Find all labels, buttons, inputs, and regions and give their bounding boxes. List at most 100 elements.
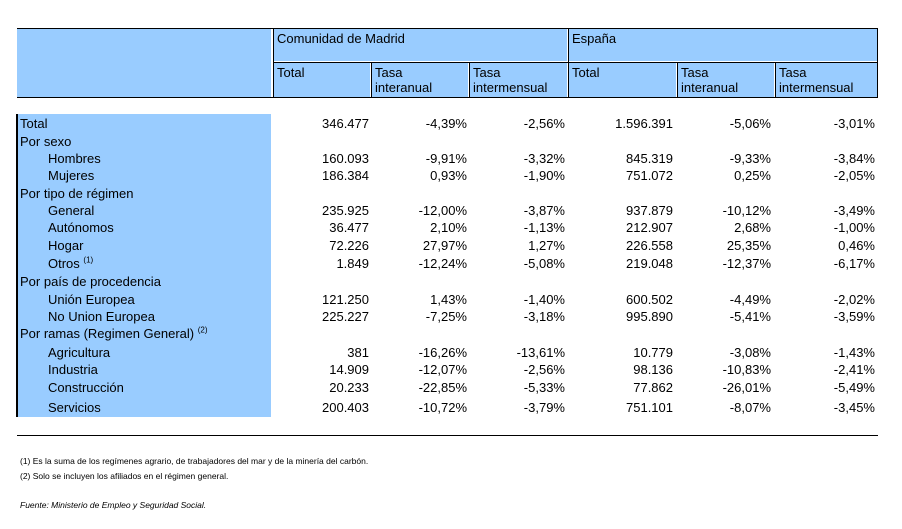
cell-madrid-total: 235.925 — [322, 203, 369, 218]
cell-madrid-total: 20.233 — [329, 380, 369, 395]
footnote-1: (1) Es la suma de los regímenes agrario,… — [20, 456, 369, 466]
cell-madrid-interanual: -16,26% — [418, 345, 467, 360]
header-madrid: Comunidad de Madrid — [277, 31, 405, 46]
header-espana-interanual: Tasa interanual — [678, 65, 738, 95]
cell-madrid-interanual: -12,00% — [418, 203, 467, 218]
header-madrid-total: Total — [277, 65, 305, 80]
row-label-text: Por ramas (Regimen General) — [20, 326, 195, 341]
header-fill-madrid-mens — [470, 63, 567, 97]
row-label: Total — [20, 116, 47, 131]
header-fill-madrid-total — [274, 63, 370, 97]
cell-espana-intermensual: -2,02% — [833, 292, 875, 307]
row-label: Otros (1) — [48, 256, 93, 271]
cell-espana-total: 212.907 — [626, 220, 673, 235]
row-label-text: Por tipo de régimen — [20, 186, 134, 201]
row-label-text: Por país de procedencia — [20, 274, 161, 289]
header-vline-6 — [775, 62, 776, 98]
cell-espana-total: 226.558 — [626, 238, 673, 253]
cell-madrid-interanual: -22,85% — [418, 380, 467, 395]
row-label-text: Total — [20, 116, 48, 131]
cell-espana-interanual: -26,01% — [722, 380, 771, 395]
row-label-text: Mujeres — [48, 168, 95, 183]
header-top-line — [17, 28, 878, 29]
cell-espana-intermensual: 0,46% — [838, 238, 875, 253]
cell-espana-interanual: 0,25% — [734, 168, 771, 183]
row-label-text: Industria — [48, 362, 98, 377]
source-note: Fuente: Ministerio de Empleo y Seguridad… — [20, 500, 207, 510]
cell-madrid-intermensual: -13,61% — [516, 345, 565, 360]
header-espana-intermensual: Tasa intermensual — [776, 65, 853, 95]
cell-espana-interanual: -9,33% — [729, 151, 771, 166]
header-espana: España — [572, 31, 617, 46]
row-label: Autónomos — [48, 220, 114, 235]
header-fill-espana-total — [569, 63, 676, 97]
row-label: Por país de procedencia — [20, 274, 161, 289]
header-vline-2 — [568, 28, 569, 98]
cell-madrid-total: 14.909 — [329, 362, 369, 377]
header-madrid-interanual: Tasa interanual — [372, 65, 432, 95]
cell-madrid-total: 346.477 — [322, 116, 369, 131]
cell-madrid-total: 200.403 — [322, 400, 369, 415]
header-fill-madrid-top — [274, 29, 567, 61]
header-espana-total: Total — [572, 65, 600, 80]
cell-espana-intermensual: -1,00% — [833, 220, 875, 235]
cell-espana-interanual: -10,12% — [722, 203, 771, 218]
cell-espana-intermensual: -3,01% — [833, 116, 875, 131]
cell-espana-interanual: 25,35% — [726, 238, 771, 253]
cell-madrid-interanual: -12,24% — [418, 256, 467, 271]
cell-madrid-intermensual: -3,79% — [523, 400, 565, 415]
row-label-text: Hogar — [48, 238, 84, 253]
row-label-column — [17, 114, 271, 417]
header-vline-5 — [677, 62, 678, 98]
row-label-text: General — [48, 203, 95, 218]
header-fill-espana-top — [569, 29, 878, 61]
cell-madrid-interanual: -9,91% — [425, 151, 467, 166]
cell-espana-total: 751.101 — [626, 400, 673, 415]
cell-madrid-interanual: -10,72% — [418, 400, 467, 415]
cell-espana-interanual: -12,37% — [722, 256, 771, 271]
table-bottom-line — [17, 435, 878, 436]
cell-madrid-total: 186.384 — [322, 168, 369, 183]
header-vline-1 — [273, 28, 274, 98]
cell-espana-total: 219.048 — [626, 256, 673, 271]
cell-madrid-intermensual: -5,08% — [523, 256, 565, 271]
cell-madrid-intermensual: -3,18% — [523, 309, 565, 324]
row-label-left-border — [16, 114, 18, 417]
cell-madrid-intermensual: -1,40% — [523, 292, 565, 307]
cell-espana-intermensual: -2,05% — [833, 168, 875, 183]
cell-espana-total: 845.319 — [626, 151, 673, 166]
row-label: Servicios — [48, 400, 101, 415]
cell-espana-interanual: -10,83% — [722, 362, 771, 377]
cell-madrid-total: 121.250 — [322, 292, 369, 307]
cell-madrid-intermensual: -1,90% — [523, 168, 565, 183]
cell-espana-interanual: 2,68% — [734, 220, 771, 235]
row-label-text: No Union Europea — [48, 309, 155, 324]
cell-espana-interanual: -5,41% — [729, 309, 771, 324]
cell-madrid-intermensual: 1,27% — [528, 238, 565, 253]
cell-madrid-interanual: 27,97% — [422, 238, 467, 253]
header-fill-espana-mens — [776, 63, 878, 97]
cell-madrid-interanual: -7,25% — [425, 309, 467, 324]
cell-espana-intermensual: -3,45% — [833, 400, 875, 415]
cell-madrid-interanual: -12,07% — [418, 362, 467, 377]
footnote-marker: (1) — [83, 255, 94, 265]
header-espana-intermensual-l1: Tasa — [779, 65, 807, 80]
cell-espana-intermensual: -6,17% — [833, 256, 875, 271]
row-label-text: Por sexo — [20, 134, 72, 149]
cell-espana-intermensual: -3,59% — [833, 309, 875, 324]
row-label: Hogar — [48, 238, 83, 253]
cell-espana-intermensual: -3,84% — [833, 151, 875, 166]
row-label: Mujeres — [48, 168, 94, 183]
footnote-marker: (2) — [197, 325, 208, 335]
row-label: Construcción — [48, 380, 124, 395]
cell-espana-total: 995.890 — [626, 309, 673, 324]
row-label-text: Servicios — [48, 400, 101, 415]
cell-madrid-intermensual: -1,13% — [523, 220, 565, 235]
row-label-text: Otros — [48, 256, 80, 271]
cell-madrid-total: 225.227 — [322, 309, 369, 324]
cell-espana-interanual: -3,08% — [729, 345, 771, 360]
header-madrid-intermensual-l1: Tasa — [473, 65, 501, 80]
cell-espana-total: 937.879 — [626, 203, 673, 218]
cell-espana-total: 10.779 — [633, 345, 673, 360]
cell-madrid-total: 381 — [347, 345, 369, 360]
